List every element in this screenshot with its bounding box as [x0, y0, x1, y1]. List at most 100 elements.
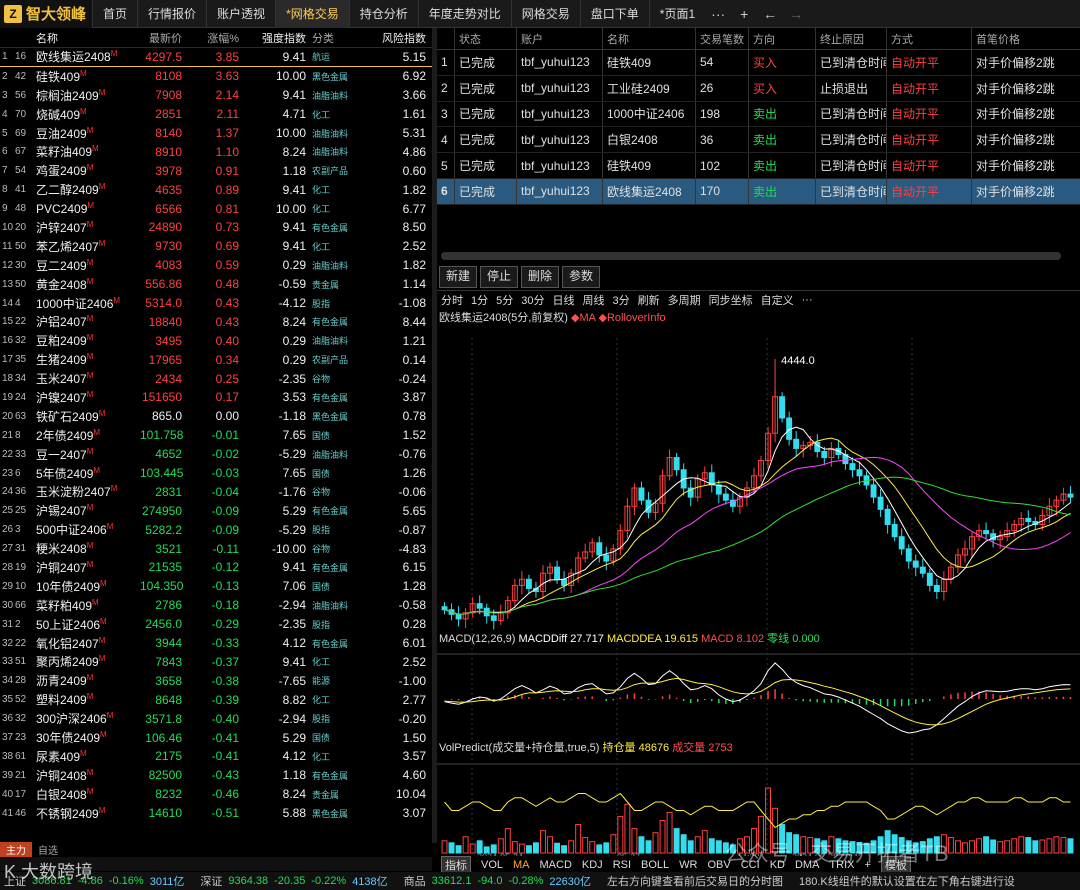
quote-row[interactable]: 6 67 菜籽油409M 8910 1.10 8.24 油脂油料 4.86: [0, 142, 432, 161]
quote-row[interactable]: 24 36 玉米淀粉2407M 2831 -0.04 -1.76 谷物 -0.06: [0, 482, 432, 501]
period-0[interactable]: 分时: [441, 294, 463, 307]
indicator-11[interactable]: DMA: [794, 858, 820, 871]
order-row[interactable]: 1 已完成 tbf_yuhui123 硅铁409 54 买入 已到清仓时间 自动开平 对手价偏移…: [437, 50, 1080, 76]
order-row[interactable]: 5 已完成 tbf_yuhui123 硅铁409 102 卖出 已到清仓时间 自动开平 对手价偏…: [437, 153, 1080, 179]
period-8[interactable]: 多周期: [667, 294, 701, 307]
quote-row[interactable]: 26 3 500中证2406M 5282.2 -0.09 -5.29 股指 -0.87: [0, 520, 432, 539]
quote-row[interactable]: 41 46 不锈钢2409M 14610 -0.51 5.88 黑色金属 3.07: [0, 804, 432, 823]
tab-6[interactable]: 网格交易: [510, 0, 580, 28]
indicator-9[interactable]: CCI: [740, 858, 760, 871]
quote-row[interactable]: 39 21 沪铜2408M 82500 -0.43 1.18 有色金属 4.60: [0, 766, 432, 785]
col-name[interactable]: 名称: [36, 32, 58, 45]
quote-row[interactable]: 16 32 豆粕2409M 3495 0.40 0.29 油脂油料 1.21: [0, 331, 432, 350]
quote-row[interactable]: 31 2 50上证2406M 2456.0 -0.29 -2.35 股指 0.28: [0, 615, 432, 634]
quote-row[interactable]: 15 22 沪铝2407M 18840 0.43 8.24 有色金属 8.44: [0, 312, 432, 331]
quote-row[interactable]: 9 48 PVC2409M 6566 0.81 10.00 化工 6.77: [0, 199, 432, 218]
new-button[interactable]: 新建: [439, 266, 478, 288]
col-direction[interactable]: 方向: [749, 28, 816, 49]
quote-row[interactable]: 40 17 白银2408M 8232 -0.46 8.24 贵金属 10.04: [0, 785, 432, 804]
quote-row[interactable]: 35 52 塑料2409M 8648 -0.39 8.82 化工 2.77: [0, 690, 432, 709]
quote-row[interactable]: 30 66 菜籽粕409M 2786 -0.18 -2.94 油脂油料 -0.58: [0, 596, 432, 615]
back-arrow-icon[interactable]: ←: [763, 5, 778, 22]
indicator-4[interactable]: KDJ: [581, 858, 603, 871]
quote-row[interactable]: 21 8 2年债2409M 101.758 -0.01 7.65 国债 1.52: [0, 426, 432, 445]
quote-row[interactable]: 33 51 聚丙烯2409M 7843 -0.37 9.41 化工 2.52: [0, 653, 432, 672]
indicator-10[interactable]: KD: [769, 858, 785, 871]
period-1[interactable]: 1分: [471, 294, 489, 307]
col-strength[interactable]: 强度指数: [262, 32, 306, 45]
quote-row[interactable]: 23 6 5年债2409M 103.445 -0.03 7.65 国债 1.26: [0, 464, 432, 483]
quote-row[interactable]: 17 35 生猪2409M 17965 0.34 0.29 农副产品 0.14: [0, 350, 432, 369]
order-row[interactable]: 3 已完成 tbf_yuhui123 1000中证2406 198 卖出 已到清仓时间 自动开…: [437, 101, 1080, 128]
tab-8[interactable]: *页面1: [648, 0, 705, 28]
quote-row[interactable]: 18 34 玉米2407M 2434 0.25 -2.35 谷物 -0.24: [0, 369, 432, 388]
quote-row[interactable]: 28 19 沪铜2407M 21535 -0.12 9.41 有色金属 6.15: [0, 558, 432, 577]
period-11[interactable]: ···: [801, 293, 813, 306]
indicator-8[interactable]: OBV: [707, 858, 731, 871]
quote-row[interactable]: 4 70 烧碱409M 2851 2.11 4.71 化工 1.61: [0, 105, 432, 124]
tab-7[interactable]: 盘口下单: [579, 0, 649, 28]
quote-row[interactable]: 34 28 沥青2409M 3658 -0.38 -7.65 能源 -1.00: [0, 671, 432, 690]
tab-0[interactable]: 首页: [92, 0, 137, 28]
tab-2[interactable]: 账户透视: [206, 0, 275, 28]
tab-3[interactable]: *网格交易: [275, 0, 349, 28]
col-account[interactable]: 账户: [517, 28, 603, 49]
quote-row[interactable]: 13 50 黄金2408M 556.86 0.48 -0.59 贵金属 1.14: [0, 275, 432, 294]
forward-arrow-icon[interactable]: →: [789, 5, 804, 22]
delete-button[interactable]: 删除: [521, 266, 560, 288]
period-7[interactable]: 刷新: [637, 294, 660, 307]
col-status[interactable]: 状态: [455, 28, 517, 49]
col-mode[interactable]: 方式: [887, 28, 972, 49]
col-stop-reason[interactable]: 终止原因: [816, 28, 887, 49]
period-6[interactable]: 3分: [612, 294, 630, 307]
col-change[interactable]: 涨幅%: [207, 32, 239, 45]
left-scrollbar[interactable]: [0, 857, 432, 871]
stop-button[interactable]: 停止: [480, 266, 519, 288]
panel-splitter[interactable]: [432, 28, 437, 843]
quote-row[interactable]: 20 63 铁矿石2409M 865.0 0.00 -1.18 黑色金属 0.78: [0, 407, 432, 426]
indicator-1[interactable]: VOL: [481, 858, 504, 871]
quote-row[interactable]: 14 4 1000中证2406M 5314.0 0.43 -4.12 股指 -1.08: [0, 294, 432, 313]
tab-watchlist[interactable]: 自选: [38, 845, 58, 857]
quote-row[interactable]: 3 56 棕榈油2409M 7908 2.14 9.41 油脂油料 3.66: [0, 86, 432, 105]
more-tabs-icon[interactable]: ···: [711, 5, 726, 22]
quote-row[interactable]: 25 25 沪锡2407M 274950 -0.09 5.29 有色金属 5.65: [0, 501, 432, 520]
quote-row[interactable]: 19 24 沪镍2407M 151650 0.17 3.53 有色金属 3.87: [0, 388, 432, 407]
col-risk[interactable]: 风险指数: [382, 32, 426, 45]
order-row[interactable]: 2 已完成 tbf_yuhui123 工业硅2409 26 买入 止损退出 自动开平 对手价偏移…: [437, 75, 1080, 102]
indicator-5[interactable]: RSI: [612, 858, 632, 871]
period-9[interactable]: 同步坐标: [708, 294, 753, 307]
tab-5[interactable]: 年度走势对比: [417, 0, 511, 28]
period-2[interactable]: 5分: [496, 294, 514, 307]
col-first-price[interactable]: 首笔价格: [976, 33, 1020, 46]
quote-row[interactable]: 36 32 300沪深2406M 3571.8 -0.40 -2.94 股指 -0.20: [0, 709, 432, 728]
col-count[interactable]: 交易笔数: [696, 28, 749, 49]
quote-row[interactable]: 37 23 30年债2409M 106.46 -0.41 5.29 国债 1.50: [0, 728, 432, 747]
indicator-13[interactable]: +: [864, 858, 871, 871]
order-row[interactable]: 4 已完成 tbf_yuhui123 白银2408 36 卖出 已到清仓时间 自动开平 对手价偏…: [437, 127, 1080, 154]
quote-row[interactable]: 5 69 豆油2409M 8140 1.37 10.00 油脂油料 5.31: [0, 124, 432, 143]
indicator-7[interactable]: WR: [679, 858, 698, 871]
quote-row[interactable]: 12 30 豆二2409M 4083 0.59 0.29 油脂油料 1.82: [0, 256, 432, 275]
tab-1[interactable]: 行情报价: [137, 0, 206, 28]
tab-4[interactable]: 持仓分析: [348, 0, 418, 28]
indicator-3[interactable]: MACD: [539, 858, 572, 871]
period-5[interactable]: 周线: [582, 294, 605, 307]
quote-row[interactable]: 10 20 沪锌2407M 24890 0.73 9.41 有色金属 8.50: [0, 218, 432, 237]
quote-row[interactable]: 32 22 氧化铝2407M 3944 -0.33 4.12 有色金属 6.01: [0, 634, 432, 653]
tab-main-contracts[interactable]: 主力: [0, 841, 32, 857]
quote-row[interactable]: 2 42 硅铁409M 8108 3.63 10.00 黑色金属 6.92: [0, 67, 432, 86]
indicator-2[interactable]: MA: [513, 858, 530, 871]
period-4[interactable]: 日线: [552, 294, 575, 307]
quote-row[interactable]: 29 10 10年债2409M 104.350 -0.13 7.06 国债 1.28: [0, 577, 432, 596]
indicator-12[interactable]: TRIX: [829, 858, 855, 871]
period-10[interactable]: 自定义: [760, 294, 794, 307]
indicator-6[interactable]: BOLL: [641, 858, 670, 871]
add-tab-icon[interactable]: +: [740, 5, 749, 22]
quote-row[interactable]: 11 50 苯乙烯2407M 9730 0.69 9.41 化工 2.52: [0, 237, 432, 256]
kline-chart[interactable]: 4444.0 2024-05-24 05-27 14:30 2024-05-28 10:…: [437, 308, 1080, 856]
order-table-scrollbar[interactable]: [441, 252, 1061, 260]
quote-row[interactable]: 7 54 鸡蛋2409M 3978 0.91 1.18 农副产品 0.60: [0, 161, 432, 180]
params-button[interactable]: 参数: [562, 266, 601, 288]
quote-row[interactable]: 27 31 粳米2408M 3521 -0.11 -10.00 谷物 -4.83: [0, 539, 432, 558]
